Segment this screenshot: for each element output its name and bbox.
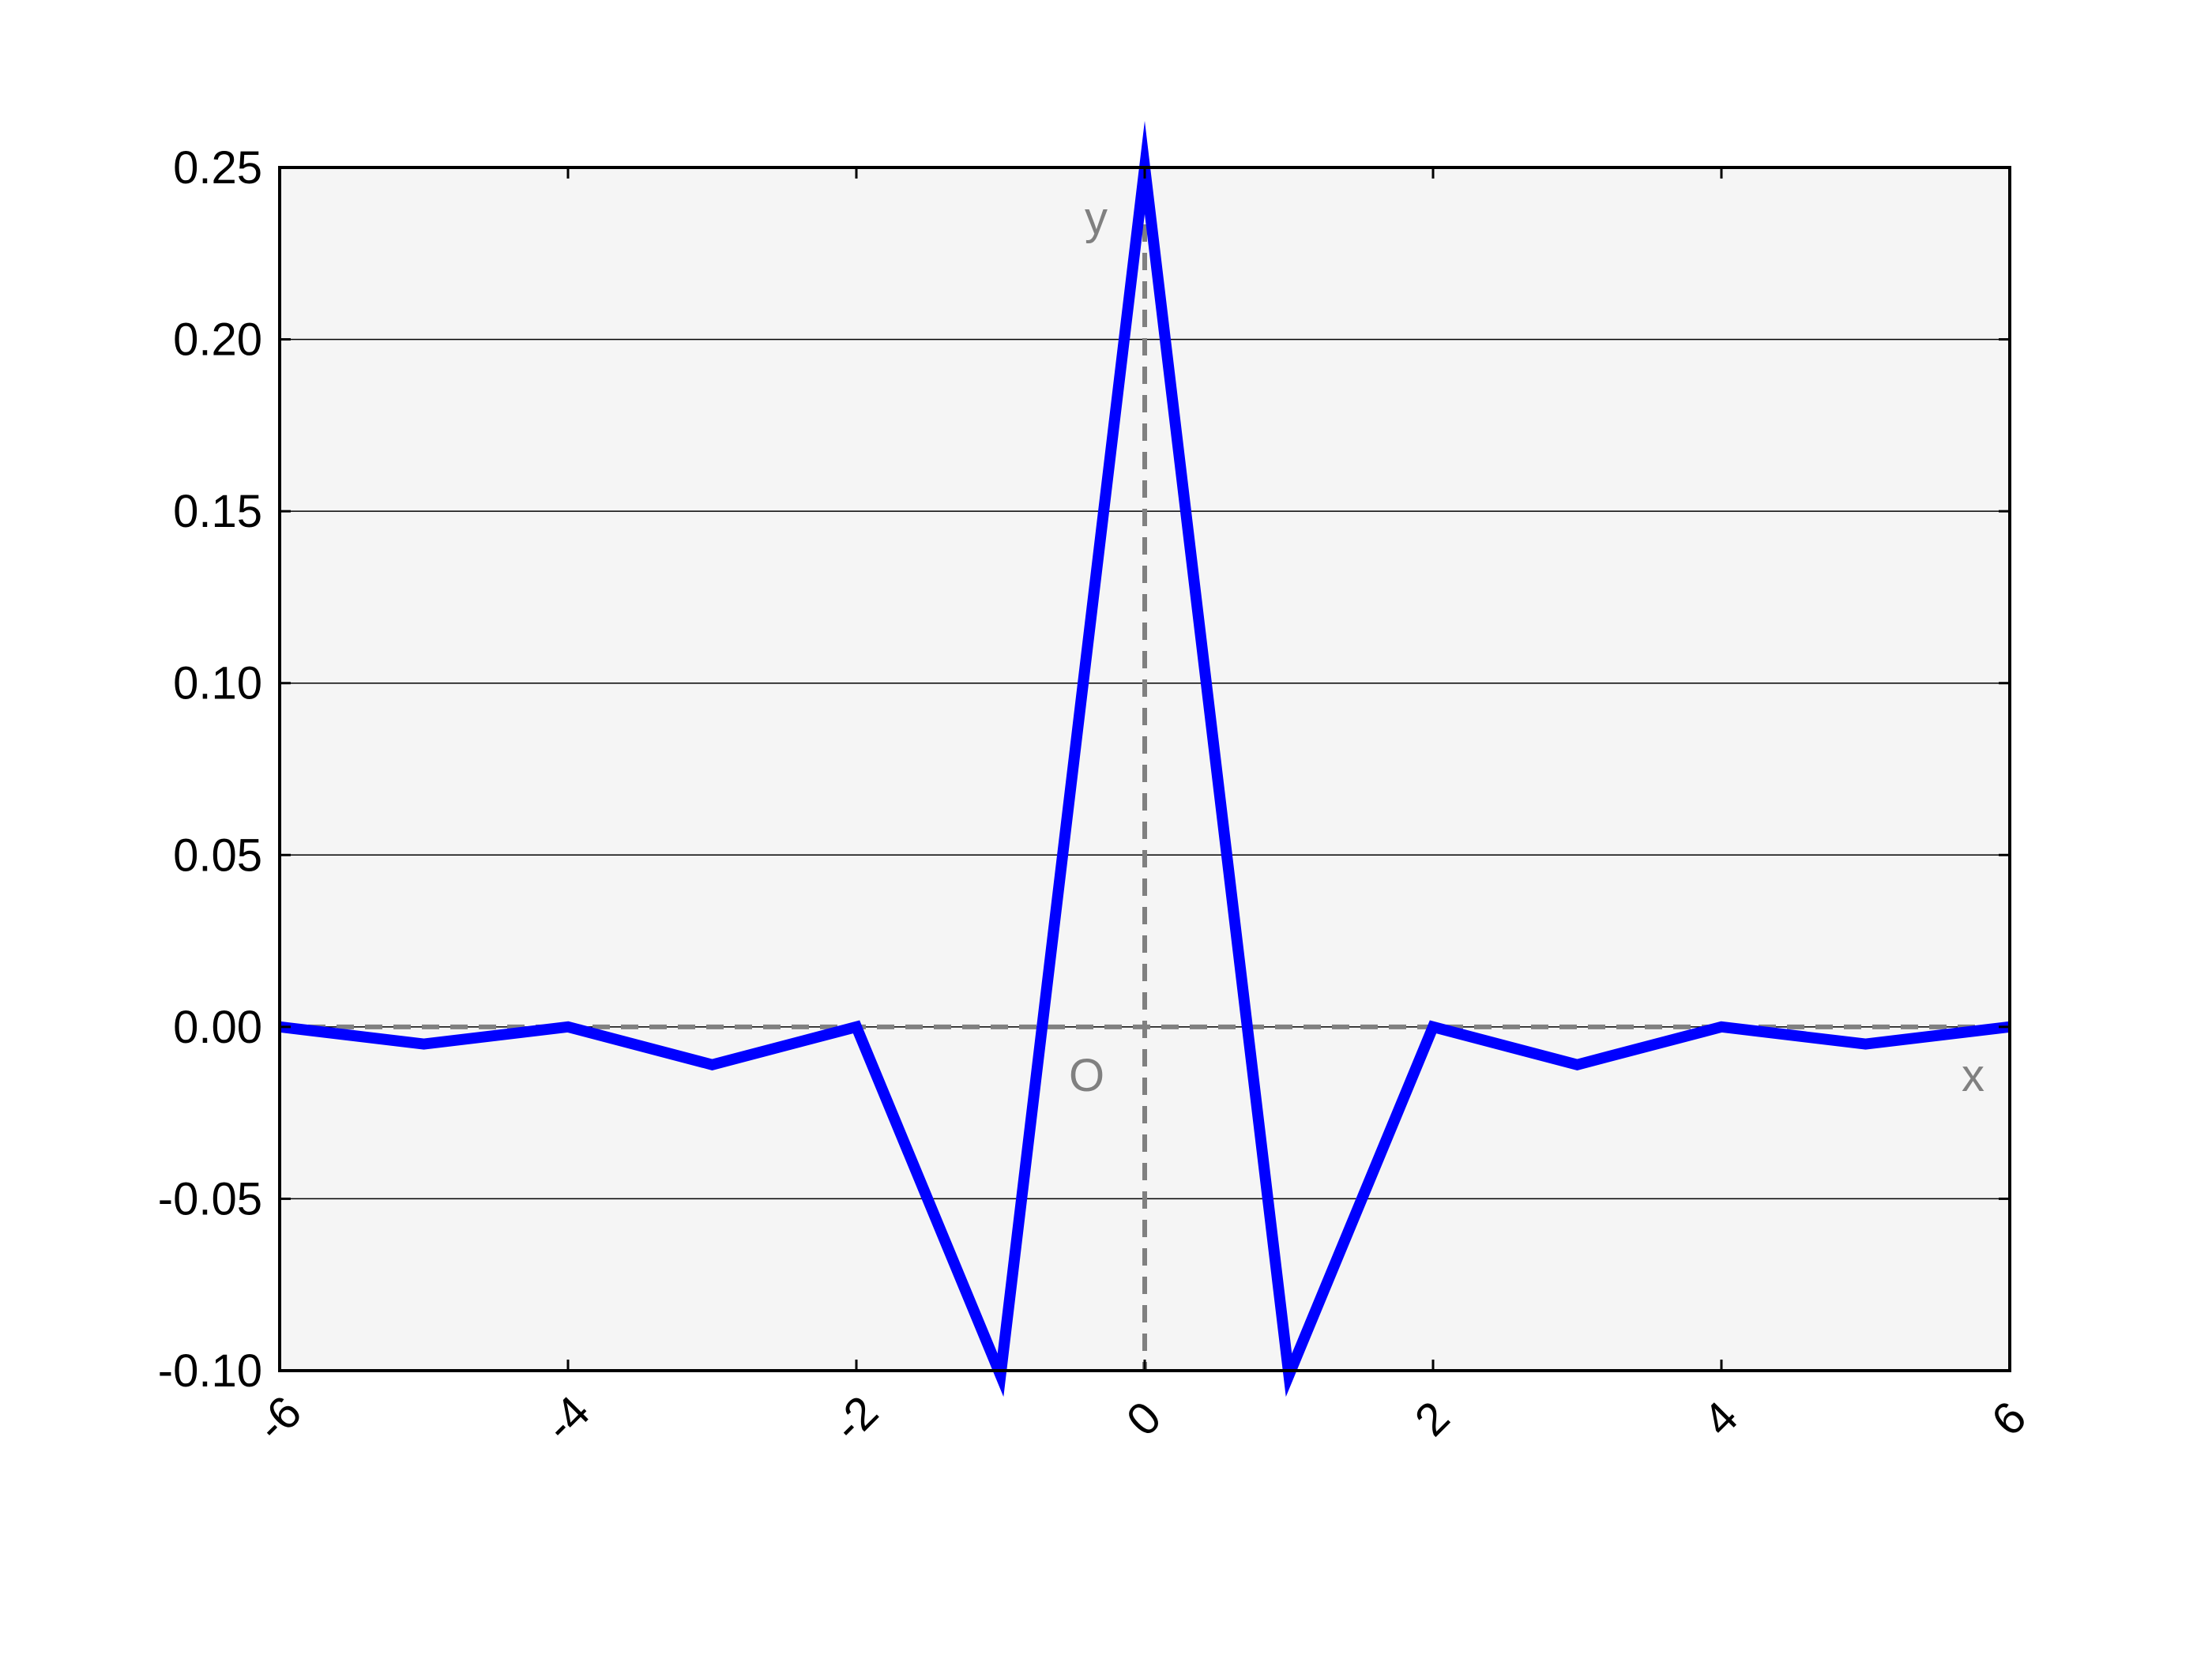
- x-tick-label: 6: [1982, 1392, 2037, 1446]
- x-axis-annotation: x: [1962, 1050, 1984, 1101]
- x-tick-label: 2: [1405, 1392, 1460, 1446]
- origin-annotation: O: [1069, 1050, 1104, 1101]
- y-tick-label: -0.10: [158, 1345, 262, 1397]
- y-tick-label: 0.05: [173, 830, 262, 881]
- y-tick-label: 0.10: [173, 658, 262, 709]
- y-tick-label: 0.25: [173, 142, 262, 194]
- x-tick-label: 0: [1117, 1392, 1172, 1446]
- y-tick-label: 0.20: [173, 314, 262, 366]
- x-tick-label: 4: [1694, 1392, 1748, 1446]
- x-tick-label: -2: [823, 1386, 888, 1451]
- x-tick-label: -4: [535, 1386, 600, 1451]
- ticks: [278, 166, 2011, 1372]
- y-tick-label: 0.15: [173, 486, 262, 537]
- tick-labels: -6 -4 -2 0 2 4 60.250.200.150.100.050.00-0.05-…: [158, 142, 2037, 1451]
- y-axis-annotation: y: [1085, 193, 1108, 244]
- y-tick-label: 0.00: [173, 1002, 262, 1053]
- y-tick-label: -0.05: [158, 1173, 262, 1224]
